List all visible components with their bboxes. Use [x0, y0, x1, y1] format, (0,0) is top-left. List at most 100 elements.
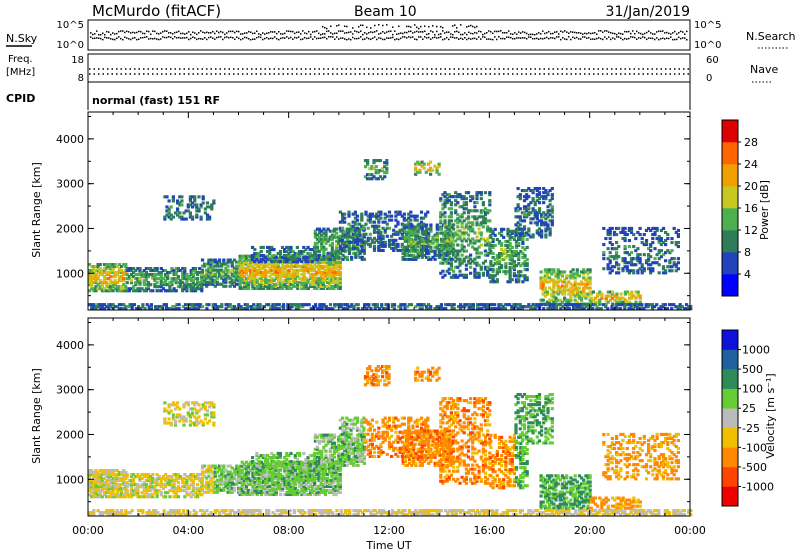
nsky-dot	[138, 39, 140, 41]
range-cell	[624, 227, 627, 230]
nsearch-dot	[282, 33, 284, 35]
range-cell	[546, 223, 549, 226]
range-cell	[150, 303, 153, 306]
range-cell	[651, 237, 654, 240]
nsky-dot	[258, 36, 260, 38]
nsearch-dot	[168, 32, 170, 34]
nsky-dot	[156, 38, 158, 40]
nsky-dot	[178, 37, 180, 39]
nsky-dot	[460, 38, 462, 40]
range-cell	[673, 227, 676, 230]
range-cell	[538, 191, 541, 194]
range-cell	[484, 260, 487, 263]
nsearch-dot	[138, 31, 140, 33]
nsky-dot	[226, 36, 228, 38]
range-cell	[643, 267, 646, 270]
nsky-dot	[660, 38, 662, 40]
range-cell	[426, 211, 429, 214]
range-cell	[151, 289, 154, 292]
nsearch-dot	[660, 31, 662, 33]
nsearch-dot	[220, 31, 222, 33]
range-cell	[461, 254, 464, 257]
range-cell	[218, 259, 221, 262]
nsky-dot	[350, 39, 352, 41]
nsky-dot	[378, 24, 380, 26]
range-cell	[260, 250, 263, 253]
nsky-dot	[610, 39, 612, 41]
nsearch-dot	[328, 30, 330, 32]
nsky-dot	[330, 26, 332, 28]
nsearch-dot	[474, 32, 476, 34]
range-cell	[526, 262, 529, 265]
nsky-dot	[370, 39, 372, 41]
nsky-dot	[230, 37, 232, 39]
range-cell	[526, 258, 529, 261]
nsky-dot	[146, 36, 148, 38]
nsearch-dot	[666, 32, 668, 34]
nsearch-dot	[492, 33, 494, 35]
range-cell	[443, 231, 446, 234]
range-cell	[640, 303, 643, 306]
range-cell	[201, 305, 204, 308]
nsky-dot	[436, 26, 438, 28]
nsky-dot	[614, 38, 616, 40]
nsearch-dot	[662, 30, 664, 32]
range-cell	[458, 270, 461, 273]
nsky-dot	[452, 25, 454, 27]
nsky-dot	[424, 25, 426, 27]
range-cell	[324, 248, 327, 251]
nsearch-dot	[346, 32, 348, 34]
range-cell	[636, 247, 639, 250]
nsky-dot	[250, 39, 252, 41]
nsky-dot	[180, 37, 182, 39]
nsearch-dot	[340, 30, 342, 32]
range-cell	[471, 227, 474, 230]
range-cell	[333, 256, 336, 259]
nsearch-dot	[448, 31, 450, 33]
nsky-dot	[344, 25, 346, 27]
range-cell	[551, 193, 554, 196]
nsky-dot	[118, 36, 120, 38]
nsearch-dot	[190, 34, 192, 36]
nsky-dot	[616, 36, 618, 38]
nsky-dot	[322, 26, 324, 28]
range-cell	[379, 217, 382, 220]
nsky-dot	[480, 38, 482, 40]
nsearch-dot	[118, 31, 120, 32]
nsky-dot	[370, 27, 372, 29]
range-cell	[488, 199, 491, 202]
range-cell	[658, 263, 661, 266]
range-cell	[542, 201, 545, 204]
range-cell	[602, 257, 605, 260]
nsky-dot	[224, 37, 226, 39]
nsky-dot	[604, 36, 606, 38]
nsky-dot	[554, 38, 556, 40]
nsearch-dot	[272, 31, 274, 33]
range-cell	[630, 227, 633, 230]
range-cell	[641, 237, 644, 240]
range-cell	[141, 303, 144, 306]
nsky-dot	[154, 38, 156, 40]
range-cell	[546, 291, 549, 294]
range-cell	[429, 161, 432, 164]
nsearch-dot	[166, 30, 168, 32]
nsky-dot	[392, 37, 394, 39]
nsky-dot	[416, 27, 418, 29]
range-cell	[551, 187, 554, 190]
nsky-dot	[678, 37, 680, 39]
nsearch-dot	[300, 33, 302, 35]
range-cell	[380, 303, 383, 306]
nsearch-dot	[428, 33, 430, 35]
range-cell	[611, 291, 614, 294]
nsky-dot	[366, 37, 368, 39]
nsky-dot	[354, 38, 356, 40]
range-cell	[200, 216, 203, 219]
range-cell	[185, 218, 188, 221]
freq-unit-label: [MHz]	[6, 67, 35, 78]
nsky-dot	[120, 38, 122, 40]
nsearch-dot	[110, 34, 112, 36]
range-cell	[551, 219, 554, 222]
nsearch-dot	[192, 31, 194, 33]
range-cell	[473, 268, 476, 271]
